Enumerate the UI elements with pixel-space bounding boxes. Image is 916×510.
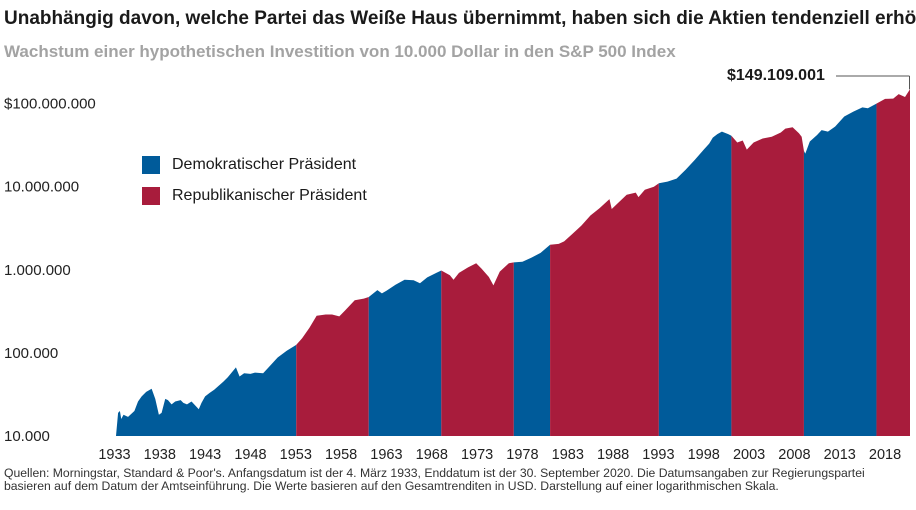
area-democratic-8 — [803, 103, 877, 436]
legend-item-democratic: Demokratischer Präsident — [142, 154, 442, 176]
final-value-label: $149.109.001 — [727, 67, 825, 84]
x-axis-labels: 1933 1938 1943 1948 1953 1958 1963 1968 1973 1978… — [98, 447, 901, 463]
chart-legend: Demokratischer Präsident Republikanische… — [142, 154, 442, 216]
y-tick-label: 1.000.000 — [4, 262, 71, 279]
y-tick-label: 10.000 — [4, 428, 50, 445]
legend-label-republican: Republikanischer Präsident — [172, 187, 367, 204]
x-tick-label: 1953 — [280, 447, 312, 463]
x-tick-label: 1938 — [144, 447, 176, 463]
x-tick-label: 1978 — [506, 447, 538, 463]
x-tick-label: 1988 — [597, 447, 629, 463]
y-tick-label: $100.000.000 — [4, 96, 96, 113]
party-areas — [116, 89, 910, 437]
x-tick-label: 1948 — [234, 447, 266, 463]
chart-title: Unabhängig davon, welche Partei das Weiß… — [4, 8, 916, 29]
x-tick-label: 1958 — [325, 447, 357, 463]
area-republican-5 — [550, 183, 659, 436]
x-tick-label: 1968 — [416, 447, 448, 463]
area-republican-3 — [441, 262, 514, 436]
legend-swatch-democratic — [142, 156, 160, 174]
x-tick-label: 1973 — [461, 447, 493, 463]
x-tick-label: 2008 — [778, 447, 810, 463]
area-democratic-6 — [658, 131, 732, 436]
x-tick-label: 1998 — [688, 447, 720, 463]
area-republican-1 — [296, 297, 369, 436]
legend-item-republican: Republikanischer Präsident — [142, 185, 442, 207]
x-tick-label: 1933 — [98, 447, 130, 463]
legend-swatch-republican — [142, 187, 160, 205]
x-tick-label: 1993 — [642, 447, 674, 463]
x-tick-label: 1963 — [370, 447, 402, 463]
legend-label-democratic: Demokratischer Präsident — [172, 156, 357, 173]
x-tick-label: 2013 — [824, 447, 856, 463]
area-democratic-4 — [513, 244, 551, 436]
x-tick-label: 1983 — [552, 447, 584, 463]
chart-subtitle: Wachstum einer hypothetischen Investitio… — [4, 42, 676, 61]
x-tick-label: 1943 — [189, 447, 221, 463]
x-tick-label: 2018 — [869, 447, 901, 463]
y-tick-label: 10.000.000 — [4, 179, 79, 196]
area-republican-9 — [876, 89, 910, 437]
area-democratic-0 — [116, 344, 297, 436]
y-tick-label: 100.000 — [4, 345, 58, 362]
area-republican-7 — [731, 127, 804, 436]
source-note: Quellen: Morningstar, Standard & Poor's.… — [4, 466, 865, 493]
area-democratic-2 — [368, 270, 442, 436]
y-axis-labels: 10.000 100.000 1.000.000 10.000.000 $100.000… — [4, 96, 96, 445]
x-tick-label: 2003 — [733, 447, 765, 463]
